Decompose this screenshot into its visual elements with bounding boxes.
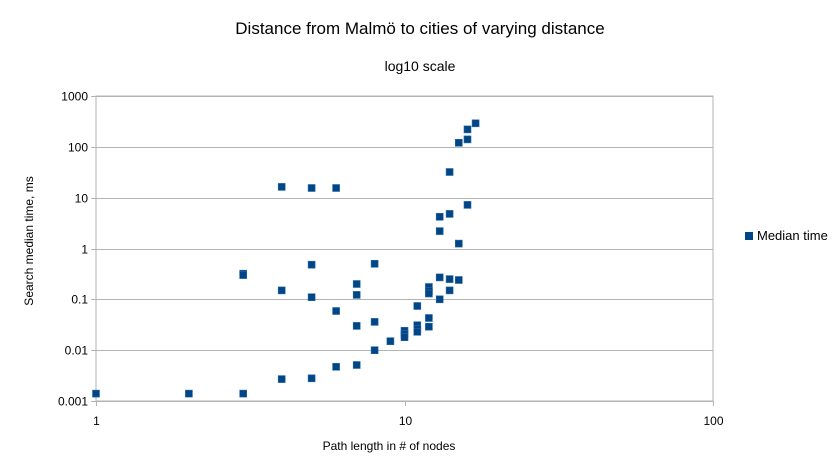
x-tick-label: 100: [703, 414, 723, 428]
tick-layer: 1000 100 10 1 0.1 0.01 0.001 1 10 100: [58, 90, 724, 429]
data-point: [435, 273, 444, 282]
data-point: [277, 375, 286, 383]
legend-marker: [745, 232, 753, 240]
y-tick-label: 0.1: [71, 293, 88, 307]
data-point: [332, 362, 340, 371]
data-point: [307, 260, 316, 269]
x-axis-label: Path length in # of nodes: [323, 439, 456, 453]
data-point: [445, 275, 454, 283]
data-point: [435, 227, 444, 235]
data-point: [445, 286, 454, 295]
chart-title: Distance from Malmö to cities of varying…: [235, 19, 604, 38]
y-tick-label: 0.01: [65, 344, 89, 358]
y-tick-label: 0.001: [58, 395, 88, 409]
x-tick-label: 1: [93, 414, 100, 428]
data-point: [435, 213, 444, 221]
y-tick-label: 1: [81, 243, 88, 257]
legend-label: Median time: [757, 228, 828, 243]
data-point: [445, 168, 454, 176]
data-point: [463, 201, 472, 209]
data-point: [307, 374, 316, 383]
y-axis-label: Search median time, ms: [22, 176, 36, 305]
data-point: [307, 293, 316, 302]
data-point: [239, 389, 247, 398]
data-point: [463, 135, 472, 144]
data-point: [425, 314, 433, 322]
data-point: [307, 184, 316, 192]
data-point: [471, 119, 480, 128]
y-tick-label: 10: [75, 192, 89, 206]
data-point: [400, 333, 409, 342]
y-tick-label: 100: [68, 141, 88, 155]
data-point: [425, 322, 433, 331]
data-point: [277, 183, 286, 191]
data-point: [332, 307, 340, 315]
data-point: [386, 337, 395, 346]
data-point: [370, 346, 379, 355]
data-point: [454, 239, 463, 248]
data-point: [454, 276, 463, 284]
data-point: [239, 271, 247, 279]
y-tick-label: 1000: [61, 90, 88, 104]
data-point: [332, 184, 340, 192]
data-point: [425, 289, 433, 298]
data-point: [463, 125, 472, 134]
data-points: [92, 119, 480, 398]
data-point: [413, 327, 422, 336]
data-point: [352, 322, 361, 330]
data-point: [185, 389, 193, 398]
x-tick-label: 10: [399, 414, 413, 428]
data-point: [352, 291, 361, 299]
chart-subtitle: log10 scale: [385, 58, 456, 74]
data-point: [454, 139, 463, 147]
data-point: [92, 389, 100, 398]
data-point: [435, 295, 444, 304]
plot-area-frame: [95, 95, 714, 402]
data-point: [370, 259, 379, 268]
data-point: [352, 361, 361, 369]
data-point: [277, 286, 286, 295]
data-point: [445, 210, 454, 218]
data-point: [413, 302, 422, 310]
data-point: [370, 318, 379, 326]
data-point: [352, 280, 361, 288]
legend: Median time: [745, 228, 828, 243]
